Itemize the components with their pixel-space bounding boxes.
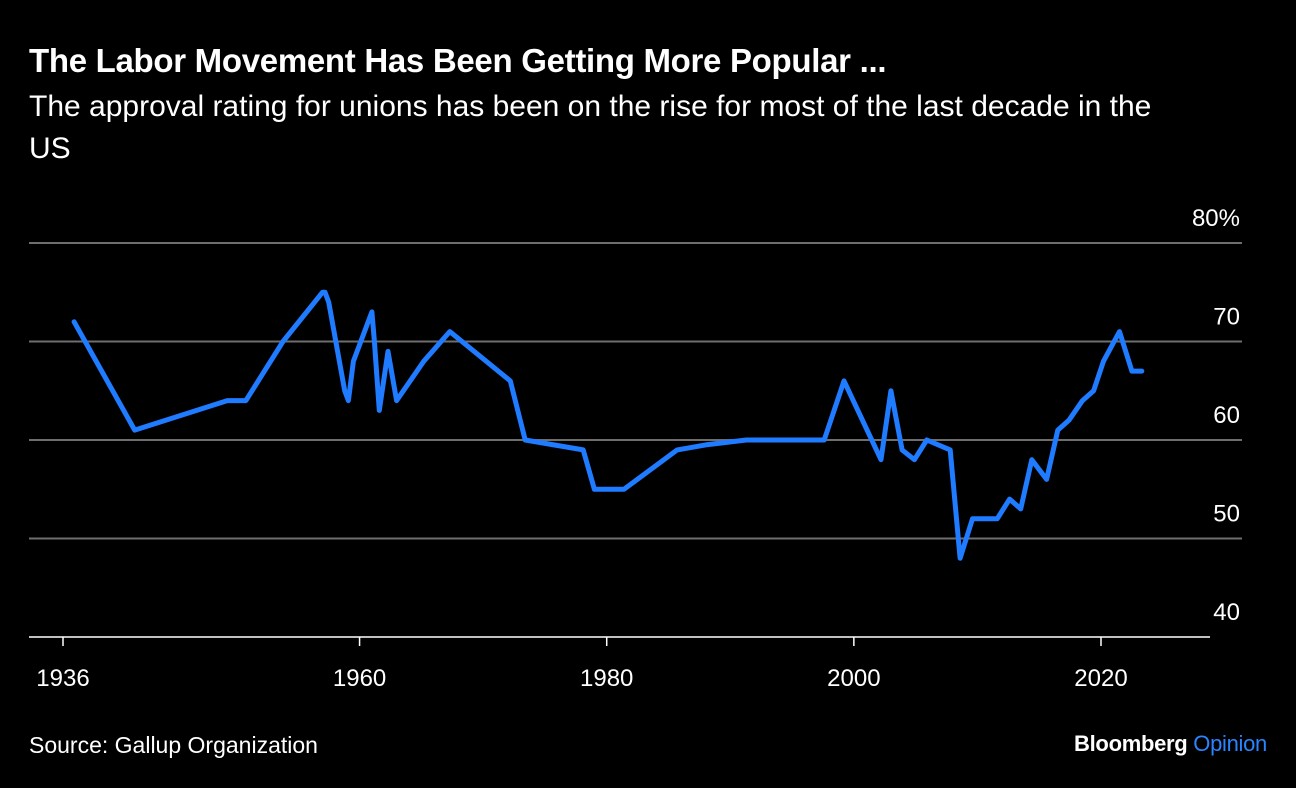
chart-subtitle: The approval rating for unions has been … [29, 90, 1152, 165]
chart-title: The Labor Movement Has Been Getting More… [29, 42, 887, 79]
x-tick-label-1936: 1936 [36, 665, 89, 692]
x-tick-label-2000: 2000 [827, 665, 880, 692]
x-axis: 1936 1960 1980 2000 2020 [36, 637, 1128, 692]
y-axis-labels: 40 50 60 70 80% [1192, 205, 1240, 626]
brand-sub: Opinion [1193, 731, 1267, 756]
y-tick-label-40: 40 [1213, 599, 1240, 626]
series-line-0 [71, 289, 1145, 561]
series-layer [71, 289, 1145, 561]
brand-logo: Bloomberg Opinion [1074, 731, 1267, 757]
x-tick-label-1980: 1980 [580, 665, 633, 692]
y-tick-label-70: 70 [1213, 304, 1240, 331]
x-tick-label-1960: 1960 [333, 665, 386, 692]
x-tick-label-2020: 2020 [1074, 665, 1127, 692]
y-tick-label-80: 80% [1192, 205, 1240, 232]
y-tick-label-50: 50 [1213, 501, 1240, 528]
gridlines [29, 242, 1242, 638]
source-note: Source: Gallup Organization [29, 732, 318, 758]
brand-main: Bloomberg [1074, 731, 1188, 756]
y-tick-label-60: 60 [1213, 402, 1240, 429]
